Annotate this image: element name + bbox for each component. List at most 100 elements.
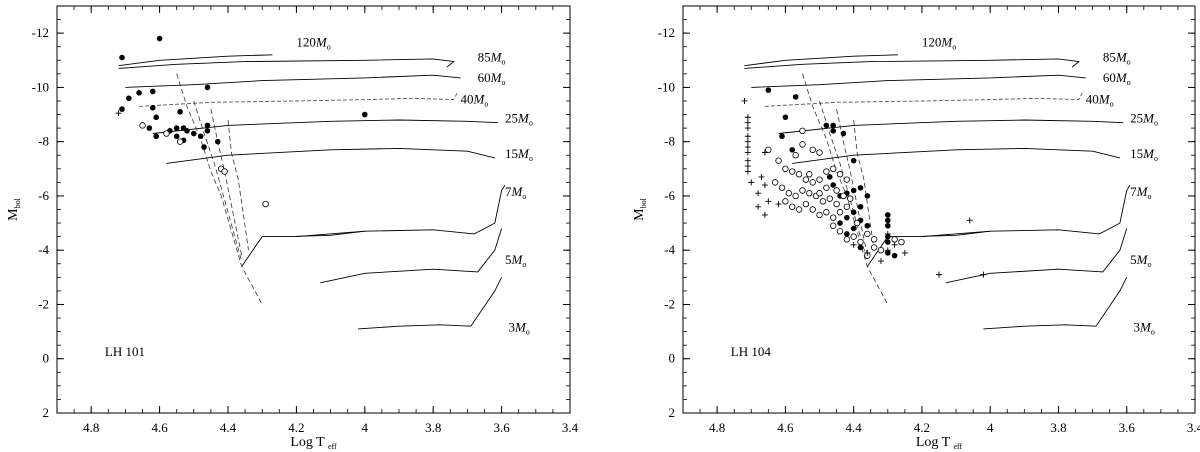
star-point-open [829,222,837,229]
star-point-open [806,171,813,178]
star-point-filled [204,122,211,129]
x-tick-label: 3.4 [1187,420,1200,435]
star-point-filled [885,217,891,224]
star-point-open [823,168,830,175]
star-point-filled [362,111,368,118]
x-axis-title: Log T eff [290,435,337,451]
star-point-plus [877,258,884,265]
star-point-plus [744,119,751,126]
star-point-open [782,165,789,172]
star-point-open [833,187,840,194]
star-point-plus [775,201,782,208]
star-point-open [864,230,871,238]
star-point-open [799,141,806,148]
mass-track-label: 15Mo [505,146,533,163]
star-point-plus [115,110,122,117]
star-point-filled [119,106,125,112]
star-point-filled [891,252,898,259]
star-point-filled [844,231,850,237]
x-tick-label: 4.2 [288,420,304,435]
star-point-open [816,211,823,219]
star-point-filled [149,88,156,95]
star-point-plus [980,271,987,278]
evolutionary-track [125,74,461,88]
star-point-plus [744,133,751,140]
star-point-filled [857,203,864,210]
star-point-filled [204,84,211,91]
isochrone-curve [193,100,243,262]
star-point-open [785,190,793,197]
star-point-open [789,203,796,210]
star-point-open [809,206,816,213]
star-point-open [792,192,799,200]
star-point-open [806,190,813,197]
star-point-open [799,127,806,135]
mass-track-label: 5Mo [1130,252,1151,269]
y-tick-label: 0 [669,351,676,366]
star-point-filled [885,222,891,229]
star-point-open [843,203,851,210]
star-point-open [826,195,833,202]
star-point-open [853,219,861,227]
hr-diagram-panel-lh104: 4.8 4.6 4.4 4.2 4 3.8 3.6 3.4 -12 -10 -8 -6 -4 -2 0 2 Lo… [632,5,1200,451]
star-point-plus [891,241,898,248]
x-tick-label: 4.4 [846,420,863,435]
star-point-filled [177,109,183,115]
star-point-plus [744,125,751,132]
y-tick-label: 2 [43,405,50,420]
mass-track-label: 40Mo [461,92,489,109]
star-point-filled [850,157,857,164]
star-point-filled [789,147,796,153]
star-point-open [163,130,170,137]
evolutionary-track [744,58,1080,69]
isochrone-curve [227,119,249,251]
evolutionary-track [118,58,455,69]
evolutionary-track [764,92,1083,107]
star-point-open [843,236,851,243]
mass-track-label: 60Mo [1103,70,1131,87]
mass-track-label: 85Mo [478,50,506,67]
star-point-filled [857,184,864,191]
star-point-open [877,246,885,254]
x-tick-label: 3.8 [425,420,441,435]
star-point-open [870,244,878,251]
star-point-plus [744,114,751,121]
star-point-open [778,184,786,191]
star-point-plus [758,173,765,180]
star-point-filled [173,133,180,140]
star-point-open [176,138,184,145]
star-point-filled [191,130,197,137]
star-point-filled [765,87,772,93]
mass-track-label: 120Mo [296,35,330,52]
star-point-filled [204,128,211,134]
star-point-filled [173,125,180,131]
star-point-plus [936,271,942,278]
hr-diagram-panel-lh101: 4.8 4.6 4.4 4.2 4 3.8 3.6 3.4 -12 -10 -8 -6 -4 -2 0 2 Lo… [6,5,579,451]
y-axis-title: Mbol [632,197,648,220]
evolutionary-track [118,54,273,67]
star-point-open [782,198,789,205]
star-point-filled [830,122,836,129]
star-point-open [836,171,844,178]
isochrone-curve [853,119,875,251]
y-tick-label: -4 [664,242,675,257]
evolutionary-track [751,74,1086,88]
mass-track-label: 3Mo [1134,320,1155,337]
evolutionary-track [296,184,506,238]
x-tick-label: 4 [987,420,994,435]
star-point-filled [201,144,207,150]
star-point-filled [156,35,163,42]
x-tick-label: 3.6 [493,420,510,435]
star-point-filled [792,94,799,100]
evolutionary-track [152,119,499,134]
star-point-open [792,152,799,159]
star-point-open [775,157,782,164]
star-point-filled [782,114,789,121]
star-point-open [823,209,830,216]
star-point-open [836,228,844,235]
isochrone-curve [836,109,868,256]
star-point-open [771,179,779,186]
star-point-open [802,176,810,183]
evolutionary-track [983,277,1128,330]
y-axis-title: Mbol [6,197,22,220]
